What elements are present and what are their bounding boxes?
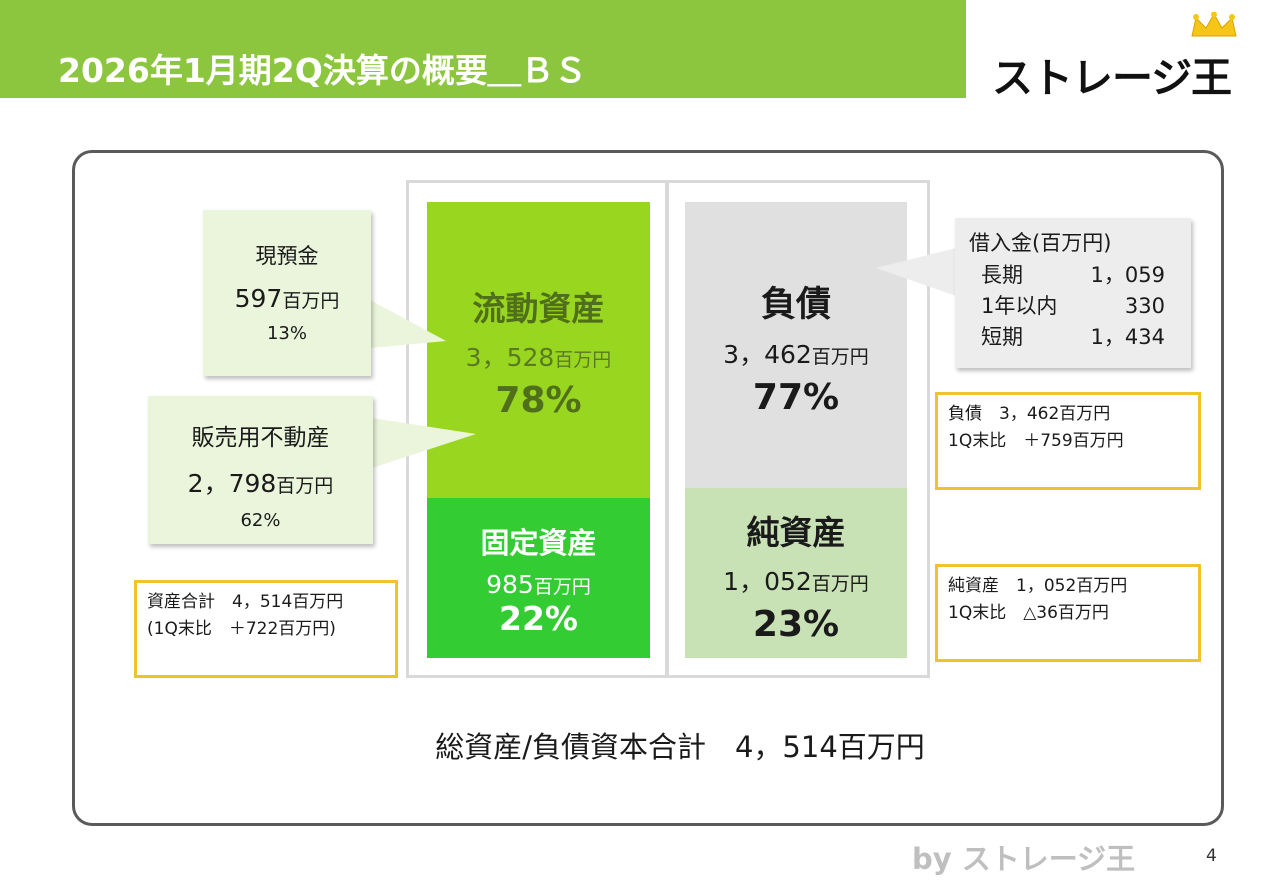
net-assets-change-box: 純資産 1，052百万円 1Q末比 △36百万円 [935,564,1201,662]
total-assets-line2: (1Q末比 ＋722百万円) [147,619,336,639]
cash-callout: 現預金 597百万円 13% [203,210,371,376]
real-estate-amount: 2，798百万円 [148,464,373,500]
crown-icon [1191,12,1237,37]
net-assets-block: 純資産 1，052百万円 23% [685,488,907,658]
fixed-assets-label: 固定資産 [480,526,597,560]
net-assets-pct: 23% [752,604,840,645]
net-assets-unit: 百万円 [811,573,869,595]
liabilities-change-box: 負債 3，462百万円 1Q末比 ＋759百万円 [935,392,1201,490]
logo-text: ストレージ王 [992,54,1232,102]
net-assets-value: 1，052 [723,567,812,596]
total-assets-line1: 資産合計 4，514百万円 [147,592,344,612]
liabilities-change-line1: 負債 3，462百万円 [948,404,1111,424]
cash-pct: 13% [266,323,307,344]
total-assets-line: 総資産/負債資本合計 4，514百万円 [435,730,925,764]
liabilities-pct: 77% [752,377,840,418]
borrowings-row: 1年以内 330 [981,291,1191,322]
page-title: 2026年1月期2Q決算の概要＿ＢＳ [58,51,587,90]
current-assets-amount: 3，528百万円 [427,338,650,374]
cash-unit: 百万円 [282,290,340,312]
cash-value: 597 [234,284,283,313]
real-estate-pct: 62% [240,510,281,531]
liabilities-block: 負債 3，462百万円 77% [685,202,907,488]
liabilities-change-line2: 1Q末比 ＋759百万円 [948,431,1124,451]
borrowings-row-value: 330 [1124,294,1165,318]
borrowings-row-label: 1年以内 [981,294,1058,318]
cash-amount: 597百万円 [203,284,371,313]
liabilities-amount: 3，462百万円 [685,335,907,371]
net-assets-amount: 1，052百万円 [685,562,907,598]
borrowings-callout: 借入金(百万円) 長期 1，059 1年以内 330 短期 1，434 [955,218,1191,368]
borrowings-table: 長期 1，059 1年以内 330 短期 1，434 [981,260,1191,353]
borrowings-row: 長期 1，059 [981,260,1191,291]
liabilities-label: 負債 [760,285,831,325]
header-bar [0,0,966,98]
liabilities-value: 3，462 [723,340,812,369]
fixed-assets-pct: 22% [499,599,578,638]
liabilities-column-frame [666,180,930,678]
fixed-assets-amount: 985百万円 [427,570,650,599]
liabilities-unit: 百万円 [811,346,869,368]
current-assets-block: 流動資産 3，528百万円 78% [427,202,650,498]
net-assets-change-line2: 1Q末比 △36百万円 [948,603,1109,623]
current-assets-label: 流動資産 [472,289,605,328]
current-assets-unit: 百万円 [554,349,612,371]
borrowings-title: 借入金(百万円) [969,231,1112,255]
borrowings-row-value: 1，059 [1090,263,1165,287]
footer-brand: by ストレージ王 [912,842,1136,876]
real-estate-callout: 販売用不動産 2，798百万円 62% [148,396,373,544]
fixed-assets-block: 固定資産 985百万円 22% [427,498,650,658]
borrowings-row-label: 長期 [981,263,1023,287]
current-assets-value: 3，528 [465,343,555,372]
cash-label: 現預金 [255,244,319,268]
fixed-assets-unit: 百万円 [533,576,591,598]
fixed-assets-value: 985 [486,570,534,599]
borrowings-row-value: 1，434 [1090,325,1165,349]
borrowings-row: 短期 1，434 [981,322,1191,353]
borrowings-row-label: 短期 [981,325,1023,349]
real-estate-unit: 百万円 [276,475,334,497]
current-assets-pct: 78% [495,380,582,421]
net-assets-label: 純資産 [746,513,846,552]
logo: ストレージ王 [992,10,1248,102]
net-assets-change-line1: 純資産 1，052百万円 [948,576,1128,596]
total-assets-box: 資産合計 4，514百万円 (1Q末比 ＋722百万円) [134,580,398,678]
real-estate-value: 2，798 [187,469,277,498]
page-number: 4 [1206,846,1217,866]
real-estate-label: 販売用不動産 [191,425,330,451]
